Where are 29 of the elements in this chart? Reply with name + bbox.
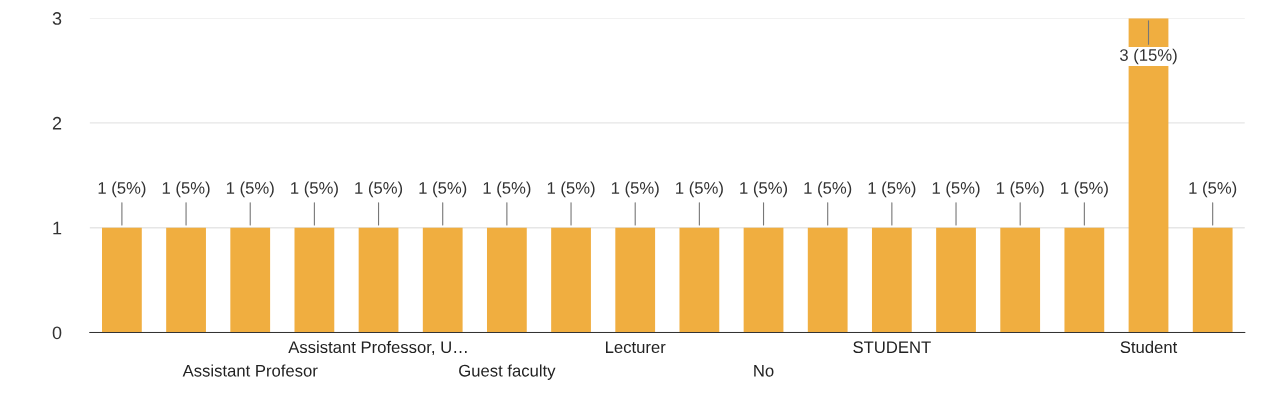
y-tick-label: 0 <box>52 326 62 340</box>
data-label: 1 (5%) <box>291 181 338 198</box>
data-label: 1 (5%) <box>996 181 1044 198</box>
data-label: 3 (15%) <box>1119 48 1177 65</box>
data-label: 1 (5%) <box>740 181 788 198</box>
x-tick-label: STUDENT <box>853 341 931 354</box>
x-tick-label: Student <box>1120 340 1178 354</box>
data-label: 1 (5%) <box>1189 181 1237 198</box>
data-label: 1 (5%) <box>162 181 210 198</box>
x-tick-label: No <box>754 365 774 377</box>
data-label: 1 (5%) <box>547 181 595 198</box>
data-label: 1 (5%) <box>1061 181 1108 198</box>
y-tick-label: 3 <box>52 12 62 25</box>
data-label: 1 (5%) <box>483 181 531 198</box>
data-label: 1 (5%) <box>419 181 467 198</box>
data-label: 1 (5%) <box>611 181 659 198</box>
data-label: 1 (5%) <box>226 181 274 198</box>
x-tick-label: Guest faculty <box>459 364 556 380</box>
data-label: 1 (5%) <box>98 181 146 198</box>
data-label: 1 (5%) <box>355 181 403 198</box>
y-tick-label: 2 <box>52 116 62 130</box>
data-label: 1 (5%) <box>804 181 852 198</box>
x-tick-label: Assistant Professor, U… <box>288 340 467 356</box>
x-tick-label: Assistant Profesor <box>182 364 318 377</box>
data-label: 1 (5%) <box>932 181 980 198</box>
data-label: 1 (5%) <box>676 181 723 198</box>
data-label: 1 (5%) <box>868 181 916 198</box>
x-tick-label: Lecturer <box>606 341 666 354</box>
y-tick-label: 1 <box>53 221 62 235</box>
